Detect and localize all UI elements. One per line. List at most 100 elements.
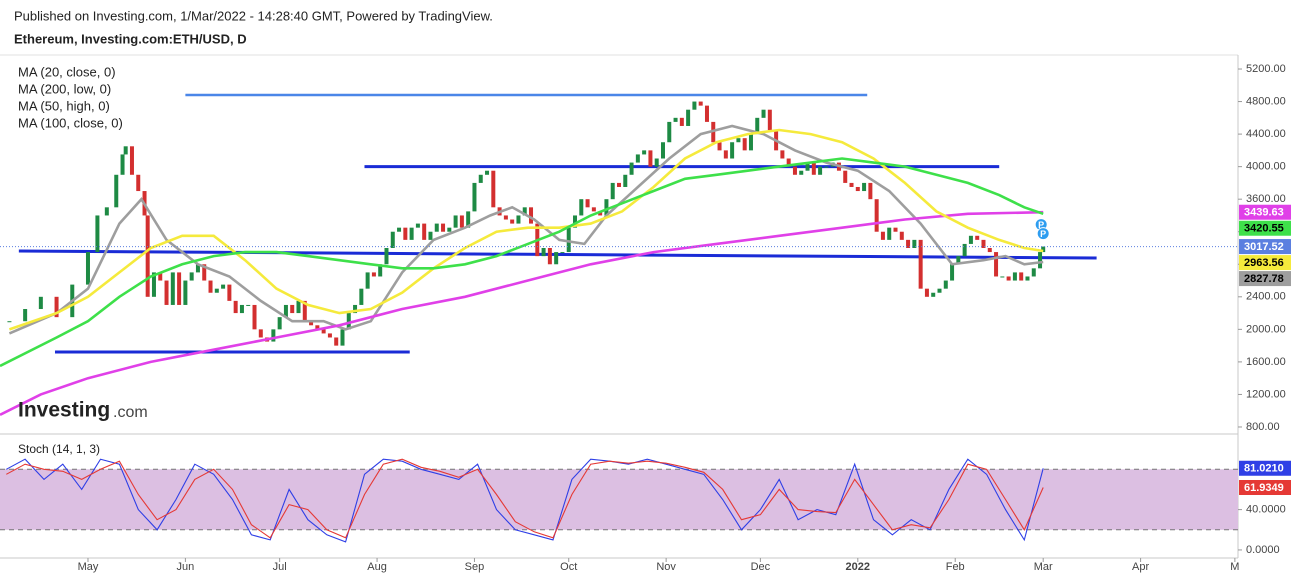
candle	[120, 154, 125, 175]
candle	[189, 272, 194, 281]
candle	[792, 166, 797, 175]
candle	[629, 162, 634, 175]
candle	[239, 304, 244, 314]
candle	[252, 304, 257, 330]
candle	[679, 117, 684, 126]
candle	[164, 280, 169, 305]
value-tag	[1239, 204, 1291, 220]
candle	[906, 239, 911, 248]
candle	[1006, 276, 1011, 281]
candle	[290, 304, 295, 314]
legend-entry: MA (20, close, 0)	[18, 64, 116, 79]
candle	[123, 146, 128, 155]
candle	[145, 215, 150, 297]
value-tag	[1239, 239, 1291, 255]
candle	[195, 264, 200, 273]
candle	[648, 150, 653, 167]
candle	[1031, 268, 1036, 277]
candle	[415, 223, 420, 228]
event-marker-label: P	[1038, 220, 1044, 230]
candle	[202, 264, 207, 281]
candle	[931, 292, 936, 297]
candle	[937, 288, 942, 293]
candle	[767, 109, 772, 131]
x-tick-label: Sep	[465, 561, 485, 573]
candle	[1025, 276, 1030, 281]
candle	[554, 252, 559, 265]
candle	[541, 247, 546, 257]
candle	[956, 256, 961, 265]
candle	[422, 223, 427, 240]
x-tick-label: Aug	[367, 561, 387, 573]
x-tick-label: M	[1230, 561, 1239, 573]
candle	[918, 239, 923, 289]
candle	[811, 162, 816, 175]
candle	[635, 154, 640, 163]
candle	[560, 252, 565, 254]
candle	[258, 329, 263, 338]
candle	[824, 166, 829, 168]
candle	[472, 182, 477, 212]
candle	[522, 207, 527, 216]
candle	[736, 138, 741, 143]
candle	[233, 300, 238, 314]
value-tag-label: 2963.56	[1244, 257, 1284, 269]
candle	[887, 227, 892, 240]
candle	[962, 243, 967, 257]
candle	[529, 207, 534, 224]
candle	[786, 158, 791, 167]
candle	[673, 117, 678, 122]
candle	[183, 280, 188, 305]
candle	[717, 142, 722, 151]
candle	[912, 239, 917, 248]
legend-entry: MA (200, low, 0)	[18, 81, 111, 96]
x-tick-label: Dec	[751, 561, 771, 573]
series-line	[0, 210, 1044, 416]
candle	[755, 117, 760, 135]
candle	[698, 101, 703, 106]
candle	[491, 170, 496, 208]
y-tick-label: 3600.00	[1246, 193, 1286, 205]
candle	[642, 150, 647, 155]
x-tick-label: Oct	[560, 561, 577, 573]
candle	[660, 142, 665, 159]
y-tick-label: 5200.00	[1246, 63, 1286, 75]
series-line	[6, 458, 1044, 539]
candle	[371, 272, 376, 277]
candle	[899, 231, 904, 240]
candle	[403, 227, 408, 240]
candle	[136, 174, 141, 192]
candle	[365, 272, 370, 289]
candle	[723, 150, 728, 159]
candle	[610, 182, 615, 200]
candle	[805, 162, 810, 171]
candle	[855, 186, 860, 192]
candle	[503, 215, 508, 220]
candle	[547, 247, 552, 265]
candle	[742, 138, 747, 151]
value-tag	[1239, 460, 1291, 476]
candle	[7, 321, 12, 323]
watermark-brand: Investing	[18, 399, 110, 422]
candle	[38, 296, 43, 310]
candle	[516, 215, 521, 224]
candle	[654, 158, 659, 167]
candle	[334, 337, 339, 346]
candle	[987, 247, 992, 253]
candle	[321, 329, 326, 334]
y-tick-label: 40.0000	[1246, 504, 1286, 516]
candle	[397, 227, 402, 232]
candle	[23, 309, 28, 322]
candle	[158, 272, 163, 281]
candle	[924, 288, 929, 297]
candle	[943, 280, 948, 289]
candle	[1041, 246, 1046, 253]
candle	[384, 247, 389, 265]
candle	[617, 182, 621, 187]
candle	[54, 296, 59, 318]
candle	[975, 235, 980, 240]
value-tag-label: 61.9349	[1244, 482, 1284, 494]
candle	[353, 304, 358, 314]
candle	[177, 272, 182, 305]
